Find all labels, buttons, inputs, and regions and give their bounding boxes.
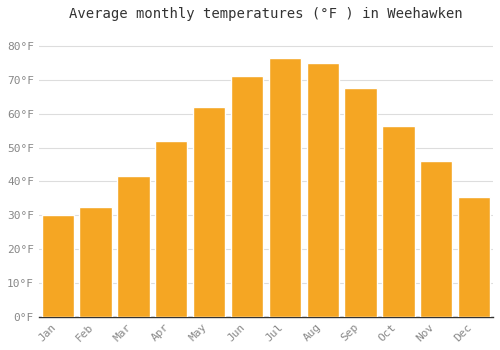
- Bar: [269, 58, 301, 317]
- Bar: [231, 76, 263, 317]
- Bar: [306, 63, 339, 317]
- Bar: [420, 161, 452, 317]
- Bar: [382, 126, 414, 317]
- Bar: [80, 207, 112, 317]
- Bar: [458, 197, 490, 317]
- Bar: [42, 215, 74, 317]
- Bar: [155, 141, 188, 317]
- Bar: [344, 88, 376, 317]
- Bar: [193, 107, 225, 317]
- Title: Average monthly temperatures (°F ) in Weehawken: Average monthly temperatures (°F ) in We…: [69, 7, 462, 21]
- Bar: [118, 176, 150, 317]
